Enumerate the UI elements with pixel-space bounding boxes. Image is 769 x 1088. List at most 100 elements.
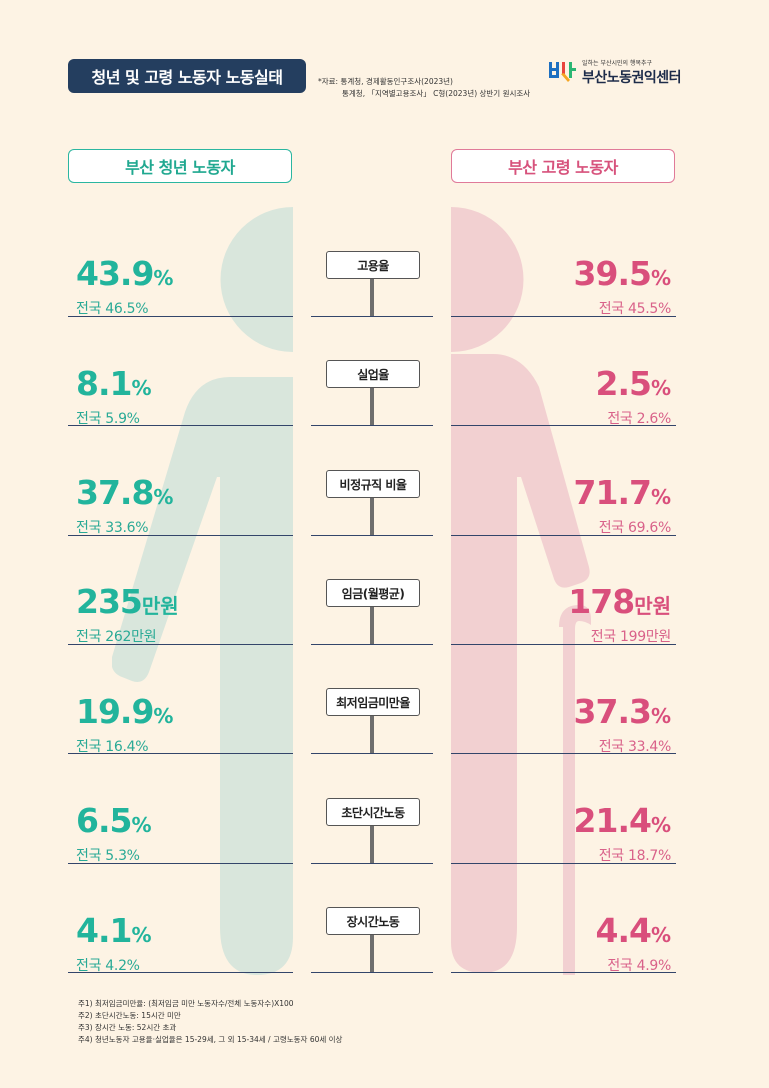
youth-stat-unemployment: 8.1% 전국 5.9%: [76, 366, 293, 466]
youth-national: 전국 262만원: [76, 629, 157, 645]
youth-section-header: 부산 청년 노동자: [68, 149, 292, 183]
youth-stat-employment: 43.9% 전국 46.5%: [76, 256, 293, 356]
divider-line: [451, 535, 676, 536]
elder-section-header: 부산 고령 노동자: [451, 149, 675, 183]
youth-value: 6.5: [76, 801, 132, 840]
divider-line: [68, 535, 293, 536]
divider-line: [311, 425, 433, 426]
category-ultra-short-work: 초단시간노동: [326, 798, 420, 826]
elder-unit: %: [650, 485, 671, 509]
elder-figure-icon: [451, 207, 591, 975]
page-title: 청년 및 고령 노동자 노동실태: [68, 59, 306, 93]
footnote: 주4) 청년노동자 고용율·실업율은 15-29세, 그 외 15-34세 / …: [78, 1035, 343, 1044]
elder-national: 전국 4.9%: [607, 958, 671, 974]
category-irregular-ratio: 비정규직 비율: [326, 470, 420, 498]
elder-national: 전국 18.7%: [598, 848, 672, 864]
elder-stat-irregular: 71.7% 전국 69.6%: [451, 473, 672, 575]
elder-stat-ultra-short: 21.4% 전국 18.7%: [451, 801, 672, 903]
elder-unit: %: [650, 266, 671, 290]
source-line-1: *자료: 통계청, 경제활동인구조사(2023년): [318, 77, 453, 86]
youth-national: 전국 46.5%: [76, 301, 149, 317]
youth-stat-below-min-wage: 19.9% 전국 16.4%: [76, 694, 293, 794]
footnote: 주3) 장시간 노동: 52시간 초과: [78, 1023, 177, 1032]
divider-line: [68, 316, 293, 317]
divider-line: [311, 972, 433, 973]
youth-national: 전국 4.2%: [76, 958, 140, 974]
elder-national: 전국 199만원: [590, 629, 672, 645]
elder-value: 21.4: [573, 801, 652, 840]
youth-stat-irregular: 37.8% 전국 33.6%: [76, 475, 293, 575]
youth-value: 235: [76, 582, 143, 621]
category-employment-rate: 고용율: [326, 251, 420, 279]
signpost-pole: [370, 603, 374, 645]
youth-value: 4.1: [76, 911, 132, 950]
divider-line: [451, 316, 676, 317]
youth-stat-long-hours: 4.1% 전국 4.2%: [76, 913, 293, 1013]
elder-stat-employment: 39.5% 전국 45.5%: [451, 254, 672, 356]
youth-value: 37.8: [76, 473, 154, 512]
elder-unit: %: [650, 923, 671, 947]
youth-value: 43.9: [76, 254, 154, 293]
signpost-pole: [370, 384, 374, 426]
divider-line: [68, 863, 293, 864]
youth-figure-icon: [112, 207, 293, 975]
divider-line: [311, 753, 433, 754]
source-line-2: 통계청, 「지역별고용조사」 C형(2023년) 상반기 원시조사: [342, 89, 531, 98]
footnote: 주2) 초단시간노동: 15시간 미만: [78, 1011, 181, 1020]
divider-line: [451, 644, 676, 645]
youth-national: 전국 16.4%: [76, 739, 149, 755]
youth-national: 전국 5.9%: [76, 411, 140, 427]
source-note: *자료: 통계청, 경제활동인구조사(2023년) 통계청, 「지역별고용조사」…: [318, 76, 530, 100]
signpost-pole: [370, 931, 374, 973]
elder-value: 39.5: [573, 254, 652, 293]
divider-line: [68, 972, 293, 973]
elder-value: 178: [568, 582, 635, 621]
divider-line: [311, 535, 433, 536]
signpost-pole: [370, 494, 374, 536]
category-long-hours: 장시간노동: [326, 907, 420, 935]
elder-value: 2.5: [595, 364, 651, 403]
youth-value: 8.1: [76, 364, 132, 403]
divider-line: [68, 425, 293, 426]
youth-unit: %: [131, 923, 152, 947]
footnotes: 주1) 최저임금미만율: (최저임금 미만 노동자수/전체 노동자수)X100 …: [78, 998, 342, 1046]
divider-line: [451, 972, 676, 973]
youth-unit: 만원: [141, 594, 179, 618]
footnote: 주1) 최저임금미만율: (최저임금 미만 노동자수/전체 노동자수)X100: [78, 999, 294, 1008]
elder-value: 71.7: [573, 473, 652, 512]
youth-unit: %: [153, 266, 174, 290]
youth-unit: %: [131, 376, 152, 400]
divider-line: [451, 753, 676, 754]
youth-unit: %: [131, 813, 152, 837]
divider-line: [311, 644, 433, 645]
logo-name: 부산노동권익센터: [582, 70, 682, 86]
elder-national: 전국 2.6%: [607, 411, 671, 427]
category-below-min-wage: 최저임금미만율: [326, 688, 420, 716]
elder-national: 전국 45.5%: [598, 301, 672, 317]
elder-national: 전국 69.6%: [598, 520, 672, 536]
youth-national: 전국 5.3%: [76, 848, 140, 864]
youth-value: 19.9: [76, 692, 154, 731]
youth-stat-wage: 235만원 전국 262만원: [76, 584, 293, 684]
category-monthly-wage: 임금(월평균): [326, 579, 420, 607]
elder-stat-long-hours: 4.4% 전국 4.9%: [451, 913, 671, 1013]
elder-unit: 만원: [634, 594, 671, 618]
signpost-pole: [370, 712, 374, 754]
youth-national: 전국 33.6%: [76, 520, 149, 536]
signpost-pole: [370, 822, 374, 864]
youth-unit: %: [153, 485, 174, 509]
youth-unit: %: [153, 704, 174, 728]
divider-line: [68, 753, 293, 754]
logo: 일하는 부산시민의 행복추구 부산노동권익센터: [548, 58, 682, 87]
youth-stat-ultra-short: 6.5% 전국 5.3%: [76, 803, 293, 903]
elder-stat-below-min-wage: 37.3% 전국 33.4%: [451, 694, 672, 794]
divider-line: [68, 644, 293, 645]
signpost-pole: [370, 275, 374, 317]
divider-line: [451, 863, 676, 864]
divider-line: [311, 316, 433, 317]
logo-tagline: 일하는 부산시민의 행복추구: [582, 60, 653, 67]
category-unemployment-rate: 실업율: [326, 360, 420, 388]
elder-stat-unemployment: 2.5% 전국 2.6%: [451, 366, 671, 466]
divider-line: [311, 863, 433, 864]
divider-line: [451, 425, 676, 426]
